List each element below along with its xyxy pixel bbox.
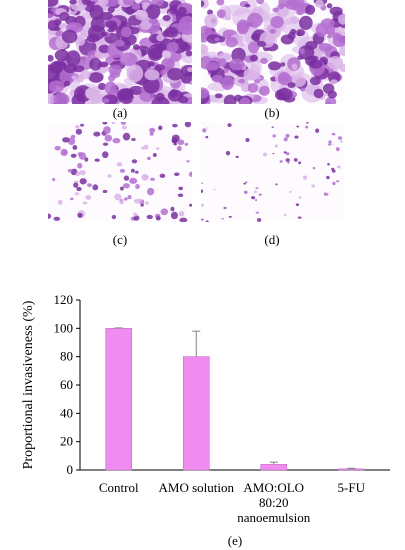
y-tick-label: 120 — [54, 292, 74, 307]
panel-label-d: (d) — [264, 232, 280, 247]
x-tick-label: 5-FU — [338, 480, 366, 495]
micrograph-b — [201, 0, 345, 104]
invasiveness-bar-chart: 0 20 40 60 80 100 120 Proportional invasiveness… — [21, 292, 390, 548]
y-tick-label: 100 — [54, 320, 74, 335]
bar — [337, 468, 365, 471]
y-tick-label: 60 — [60, 377, 73, 392]
y-axis-label: Proportional invasiveness (%) — [21, 300, 36, 469]
panel-label-a: (a) — [112, 105, 128, 120]
y-tick-label: 20 — [60, 434, 73, 449]
micrograph-a — [48, 0, 192, 104]
x-tick-label: AMO:OLO — [243, 480, 304, 495]
bar — [105, 328, 133, 471]
y-tick-label: 80 — [60, 349, 73, 364]
panel-label-c: (c) — [112, 232, 128, 247]
micrograph-d — [201, 122, 345, 222]
panel-label-e: (e) — [228, 533, 242, 548]
bar — [182, 356, 210, 471]
y-tick-label: 0 — [67, 462, 74, 477]
x-tick-label: Control — [99, 480, 139, 495]
x-tick-label: 80:20 — [259, 495, 289, 510]
panel-label-b: (b) — [264, 105, 280, 120]
y-tick-label: 40 — [60, 405, 73, 420]
bar — [260, 464, 288, 471]
x-tick-label: AMO solution — [159, 480, 235, 495]
x-tick-label: nanoemulsion — [237, 510, 310, 525]
micrograph-c — [48, 122, 192, 222]
